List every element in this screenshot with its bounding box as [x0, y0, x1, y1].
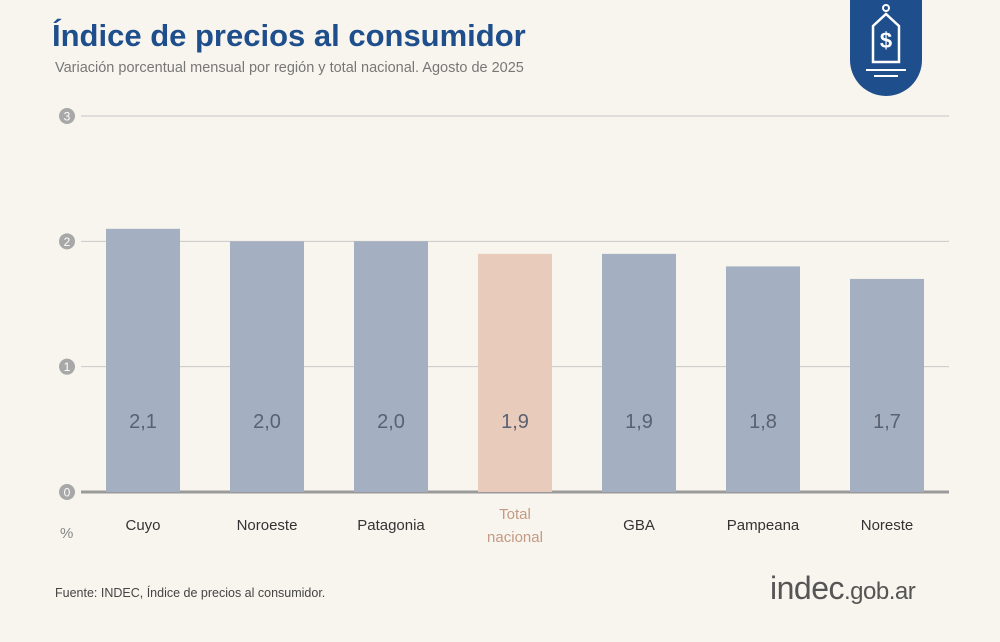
logo: indec.gob.ar	[770, 570, 916, 607]
y-tick-badge	[59, 358, 75, 375]
x-tick-label: Noroeste	[236, 517, 298, 534]
y-tick-badge	[59, 484, 75, 500]
source-note: Fuente: INDEC, Índice de precios al cons…	[55, 586, 326, 600]
bar	[602, 253, 676, 492]
badge-icon: $	[850, 0, 922, 96]
bar	[106, 228, 180, 493]
bar	[726, 266, 800, 492]
y-tick-label: 3	[64, 110, 71, 124]
value-label: 2,0	[253, 411, 281, 433]
value-label: 1,9	[501, 411, 529, 433]
value-label: 2,0	[377, 411, 405, 433]
y-tick-label: 0	[64, 486, 71, 500]
y-tick-label: 2	[64, 235, 71, 249]
x-tick-label: Cuyo	[125, 517, 161, 534]
x-tick-label: Total nacional	[487, 506, 543, 546]
y-tick-badge	[59, 233, 75, 250]
chart-subtitle: Variación porcentual mensual por región …	[55, 60, 524, 76]
value-label: 1,7	[873, 411, 901, 433]
bar	[354, 241, 428, 492]
value-label: 1,9	[625, 411, 653, 433]
bar	[230, 241, 304, 492]
value-label: 1,8	[749, 411, 777, 433]
y-unit: %	[60, 525, 74, 542]
x-tick-label: Pampeana	[726, 517, 800, 534]
y-tick-label: 1	[64, 360, 71, 374]
y-tick-badge	[59, 108, 75, 124]
bar	[850, 278, 924, 492]
chart-title: Índice de precios al consumidor	[52, 18, 526, 53]
x-tick-label: Noreste	[860, 517, 914, 534]
x-tick-label: GBA	[623, 517, 655, 534]
x-tick-label: Patagonia	[357, 517, 425, 534]
logo-name: indec	[770, 570, 845, 606]
value-label: 2,1	[129, 411, 157, 433]
logo-domain: .gob.ar	[844, 578, 916, 605]
svg-text:$: $	[880, 28, 892, 53]
bar	[478, 253, 552, 492]
